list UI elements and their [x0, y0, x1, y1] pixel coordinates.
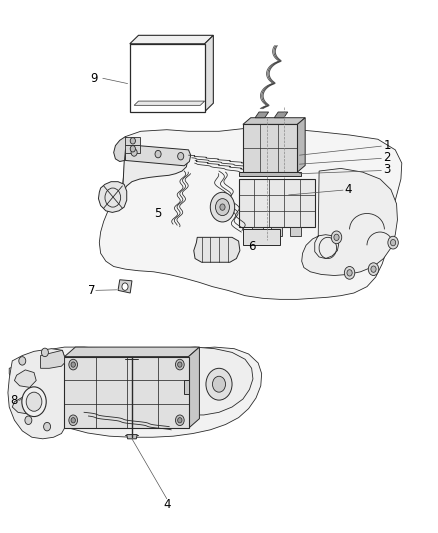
Polygon shape	[136, 347, 253, 415]
Circle shape	[155, 150, 161, 158]
Circle shape	[347, 270, 352, 276]
Circle shape	[71, 362, 75, 367]
Circle shape	[42, 348, 48, 357]
Circle shape	[210, 192, 235, 222]
Circle shape	[69, 415, 78, 425]
Polygon shape	[64, 347, 199, 357]
Circle shape	[130, 146, 135, 152]
Circle shape	[131, 149, 137, 156]
Text: 8: 8	[11, 393, 18, 407]
Circle shape	[122, 283, 128, 290]
Circle shape	[71, 418, 75, 423]
Circle shape	[176, 359, 184, 370]
Circle shape	[178, 362, 182, 367]
Text: 4: 4	[344, 183, 352, 196]
Polygon shape	[125, 144, 191, 166]
Circle shape	[25, 416, 32, 424]
Polygon shape	[99, 182, 127, 213]
Polygon shape	[297, 118, 305, 172]
Circle shape	[44, 422, 50, 431]
Text: 1: 1	[384, 139, 391, 152]
Circle shape	[388, 236, 398, 249]
Polygon shape	[240, 172, 301, 176]
Polygon shape	[243, 124, 297, 172]
Circle shape	[220, 204, 225, 211]
Polygon shape	[290, 227, 301, 236]
Polygon shape	[14, 370, 36, 387]
Polygon shape	[274, 112, 288, 118]
Text: 4: 4	[163, 497, 170, 511]
Polygon shape	[243, 229, 280, 245]
Polygon shape	[302, 168, 397, 276]
Polygon shape	[12, 397, 34, 414]
Circle shape	[19, 357, 26, 365]
Text: 6: 6	[249, 240, 256, 253]
Circle shape	[215, 199, 230, 216]
Polygon shape	[255, 112, 268, 118]
Polygon shape	[134, 101, 205, 106]
Text: 2: 2	[384, 151, 391, 164]
Polygon shape	[99, 128, 402, 300]
Circle shape	[206, 368, 232, 400]
Polygon shape	[122, 136, 187, 198]
Circle shape	[26, 392, 42, 411]
Circle shape	[344, 266, 355, 279]
Polygon shape	[114, 136, 130, 161]
Polygon shape	[188, 347, 199, 428]
Polygon shape	[41, 350, 64, 368]
Polygon shape	[130, 44, 205, 112]
Text: 5: 5	[154, 207, 161, 220]
Polygon shape	[8, 349, 64, 439]
Polygon shape	[194, 237, 240, 262]
Polygon shape	[125, 144, 140, 152]
Text: 9: 9	[91, 72, 98, 85]
Polygon shape	[205, 35, 213, 112]
Circle shape	[176, 415, 184, 425]
Polygon shape	[9, 347, 261, 437]
Text: 7: 7	[88, 284, 96, 297]
Polygon shape	[184, 381, 189, 394]
Circle shape	[69, 359, 78, 370]
Polygon shape	[64, 357, 188, 428]
Polygon shape	[243, 118, 305, 124]
Text: 3: 3	[384, 164, 391, 176]
Polygon shape	[118, 280, 132, 293]
Circle shape	[130, 138, 135, 144]
Polygon shape	[130, 35, 213, 44]
Polygon shape	[125, 136, 140, 144]
Circle shape	[334, 234, 339, 240]
Polygon shape	[272, 227, 282, 236]
Circle shape	[178, 418, 182, 423]
Polygon shape	[239, 179, 315, 227]
Circle shape	[331, 231, 342, 244]
Circle shape	[178, 152, 184, 160]
Circle shape	[368, 263, 379, 276]
Circle shape	[212, 376, 226, 392]
Polygon shape	[127, 434, 137, 439]
Circle shape	[22, 387, 46, 417]
Circle shape	[371, 266, 376, 272]
Polygon shape	[252, 227, 263, 236]
Circle shape	[391, 239, 396, 246]
